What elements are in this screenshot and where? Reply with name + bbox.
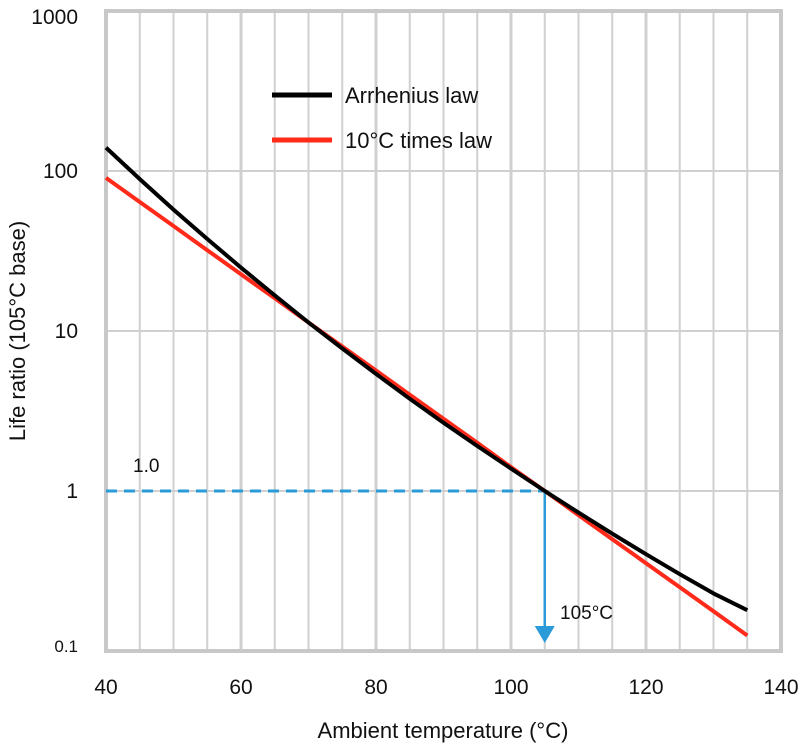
reference-lines <box>106 489 555 643</box>
tick-labels: 40 60 80 100 120 140 0.1 1 10 100 1000 <box>31 6 798 699</box>
arrow-head-icon <box>534 626 555 643</box>
y-tick-label: 0.1 <box>54 637 78 656</box>
y-tick-label: 1 <box>66 480 78 503</box>
plot-frame <box>104 9 783 653</box>
annotation-105c: 105°C <box>560 603 613 624</box>
legend-label-1: 10°C times law <box>345 128 492 153</box>
x-tick-label: 120 <box>628 676 663 699</box>
series-lines <box>104 146 749 638</box>
x-tick-label: 60 <box>229 676 252 699</box>
x-tick-label: 80 <box>364 676 387 699</box>
x-tick-label: 40 <box>94 676 117 699</box>
legend: Arrhenius law 10°C times law <box>272 83 492 153</box>
series-line-0 <box>104 146 749 612</box>
y-axis-label: Life ratio (105°C base) <box>5 221 30 441</box>
annotation-1-0: 1.0 <box>133 456 159 477</box>
x-axis-label: Ambient temperature (°C) <box>318 718 569 743</box>
x-tick-label: 140 <box>763 676 798 699</box>
series-line-1 <box>104 176 749 638</box>
y-tick-label: 100 <box>43 160 78 183</box>
grid <box>104 9 783 653</box>
x-tick-label: 100 <box>493 676 528 699</box>
y-tick-label: 10 <box>55 320 78 343</box>
legend-label-0: Arrhenius law <box>345 83 478 108</box>
y-tick-label: 1000 <box>31 6 78 29</box>
